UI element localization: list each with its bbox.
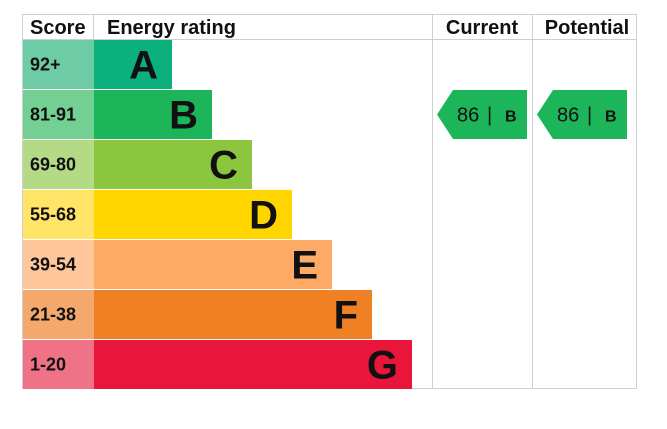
band-letter-f: F <box>334 294 358 338</box>
band-bar-d <box>94 190 292 239</box>
score-label-c: 69-80 <box>30 155 76 175</box>
band-letter-e: E <box>291 244 318 288</box>
band-bar-b <box>94 90 212 139</box>
energy-rating-header: Energy rating <box>107 17 236 39</box>
potential-indicator-value: 86 <box>557 105 579 127</box>
score-cell-b <box>23 90 94 139</box>
band-letter-d: D <box>249 194 278 238</box>
rating-bands: 92+ A 81-91 B 69-80 C 55-68 D 39-54 E 21-38 F 1-20 G <box>23 40 412 389</box>
band-letter-c: C <box>209 144 238 188</box>
score-cell-d <box>23 190 94 239</box>
score-cell-a <box>23 40 94 89</box>
score-label-a: 92+ <box>30 55 61 75</box>
rating-indicators: 86 | B 86 | B <box>437 90 627 139</box>
score-label-f: 21-38 <box>30 305 76 325</box>
current-indicator-value: 86 <box>457 105 479 127</box>
band-letter-b: B <box>169 94 198 138</box>
potential-header: Potential <box>545 17 629 39</box>
current-indicator-rating: B <box>505 109 517 126</box>
current-indicator-separator: | <box>487 105 492 127</box>
potential-indicator-arrow <box>537 90 627 139</box>
score-label-d: 55-68 <box>30 205 76 225</box>
score-cell-f <box>23 290 94 339</box>
potential-indicator-separator: | <box>587 105 592 127</box>
band-letter-g: G <box>367 344 398 388</box>
band-bar-a <box>94 40 172 89</box>
score-label-e: 39-54 <box>30 255 76 275</box>
score-cell-g <box>23 340 94 389</box>
band-bar-e <box>94 240 332 289</box>
band-bar-c <box>94 140 252 189</box>
score-header: Score <box>30 17 86 39</box>
score-label-b: 81-91 <box>30 105 76 125</box>
current-indicator-arrow <box>437 90 527 139</box>
band-letter-a: A <box>129 44 158 88</box>
score-cell-c <box>23 140 94 189</box>
current-header: Current <box>446 17 519 39</box>
score-cell-e <box>23 240 94 289</box>
band-bar-g <box>94 340 412 389</box>
band-bar-f <box>94 290 372 339</box>
score-label-g: 1-20 <box>30 355 66 375</box>
potential-indicator-rating: B <box>605 109 617 126</box>
